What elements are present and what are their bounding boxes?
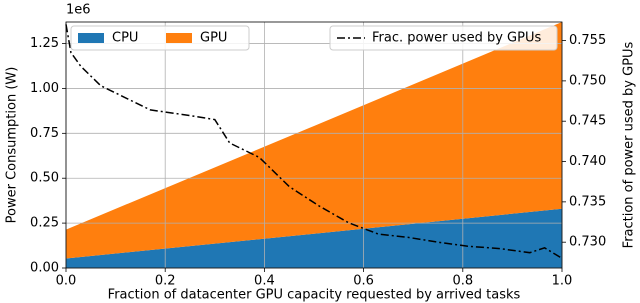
y-tick-label: 0.50 bbox=[30, 171, 59, 186]
legend-swatch bbox=[78, 33, 104, 43]
x-tick-label: 0.0 bbox=[56, 274, 77, 289]
legend-label: Frac. power used by GPUs bbox=[372, 31, 541, 46]
legend-box bbox=[70, 25, 250, 51]
line bbox=[65, 24, 563, 259]
y-tick-label: 0.00 bbox=[30, 261, 59, 276]
legend-swatch bbox=[166, 33, 192, 43]
x-tick-label: 0.8 bbox=[452, 274, 473, 289]
x-tick-label: 0.4 bbox=[254, 274, 275, 289]
legend-label: CPU bbox=[112, 31, 138, 46]
x-tick-label: 0.2 bbox=[155, 274, 176, 289]
y-tick-label: 0.75 bbox=[30, 126, 59, 141]
y2-axis-label: Fraction of power used by GPUs bbox=[622, 41, 637, 248]
y-tick-label: 1.00 bbox=[30, 81, 59, 96]
y2-tick-label: 0.740 bbox=[569, 154, 606, 169]
x-axis-label: Fraction of datacenter GPU capacity requ… bbox=[108, 288, 521, 303]
y-offset-label: 1e6 bbox=[66, 3, 91, 18]
y2-tick-label: 0.730 bbox=[569, 235, 606, 250]
y2-tick-label: 0.750 bbox=[569, 73, 606, 88]
x-tick-label: 1.0 bbox=[552, 274, 573, 289]
y2-tick-label: 0.755 bbox=[569, 33, 606, 48]
y2-tick-label: 0.745 bbox=[569, 114, 606, 129]
y-axis-label: Power Consumption (W) bbox=[5, 67, 20, 224]
legend: CPU GPU bbox=[70, 25, 250, 51]
area bbox=[66, 208, 562, 268]
legend-label: GPU bbox=[200, 31, 227, 46]
y-tick-label: 0.25 bbox=[30, 216, 59, 231]
plot-frame bbox=[65, 21, 563, 269]
legend: Frac. power used by GPUs bbox=[329, 25, 558, 51]
y-tick-label: 1.25 bbox=[30, 36, 59, 51]
y2-tick-label: 0.735 bbox=[569, 194, 606, 209]
area bbox=[66, 22, 562, 259]
x-tick-label: 0.6 bbox=[353, 274, 374, 289]
legend-box bbox=[329, 25, 558, 51]
